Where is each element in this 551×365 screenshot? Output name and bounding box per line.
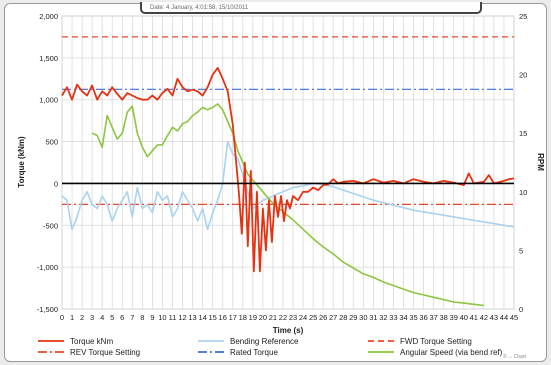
y2-axis-label: RPM xyxy=(536,153,545,171)
legend-label: Angular Speed (via bend ref) xyxy=(400,348,503,357)
y-tick-label: 500 xyxy=(45,138,58,147)
y-tick-label: 1,500 xyxy=(39,54,58,63)
watermark: © ... Chart xyxy=(503,354,526,360)
x-tick-label: 31 xyxy=(369,313,377,322)
x-tick-label: 5 xyxy=(110,313,114,322)
y2-tick-label: 10 xyxy=(519,188,527,197)
x-tick-label: 14 xyxy=(198,313,206,322)
legend: Torque kNm Bending Reference FWD Torque Se… xyxy=(38,337,503,357)
x-tick-label: 3 xyxy=(90,313,94,322)
x-tick-label: 17 xyxy=(229,313,237,322)
x-tick-label: 28 xyxy=(339,313,347,322)
x-tick-label: 39 xyxy=(450,313,458,322)
header-bar: Date: 4 January, 4:01:58, 15/10/2011 xyxy=(140,2,482,14)
y2-tick-label: 25 xyxy=(519,12,527,21)
y2-tick-label: 20 xyxy=(519,71,527,80)
x-tick-label: 26 xyxy=(319,313,327,322)
y2-tick-label: 15 xyxy=(519,129,527,138)
plot-area xyxy=(61,15,515,310)
legend-label: Torque kNm xyxy=(70,337,113,346)
x-axis-label: Time (s) xyxy=(273,326,304,335)
x-tick-label: 6 xyxy=(120,313,124,322)
y2-tick-label: 5 xyxy=(519,246,523,255)
x-tick-label: 27 xyxy=(329,313,337,322)
series-bending-reference xyxy=(61,140,515,231)
x-tick-label: 2 xyxy=(80,313,84,322)
x-tick-label: 19 xyxy=(249,313,257,322)
x-tick-label: 25 xyxy=(309,313,317,322)
x-tick-label: 44 xyxy=(500,313,508,322)
legend-label: Bending Reference xyxy=(230,337,299,346)
x-tick-label: 42 xyxy=(480,313,488,322)
x-tick-label: 0 xyxy=(60,313,64,322)
x-tick-label: 11 xyxy=(169,313,177,322)
x-tick-label: 4 xyxy=(100,313,104,322)
x-tick-label: 1 xyxy=(70,313,74,322)
x-tick-label: 21 xyxy=(269,313,277,322)
legend-label: FWD Torque Setting xyxy=(400,337,472,346)
x-tick-label: 24 xyxy=(299,313,307,322)
x-tick-label: 23 xyxy=(289,313,297,322)
x-tick-label: 35 xyxy=(409,313,417,322)
y-tick-label: 2,000 xyxy=(39,12,58,21)
y-tick-label: -1,000 xyxy=(37,263,58,272)
x-tick-label: 45 xyxy=(510,313,518,322)
y2-tick-label: 0 xyxy=(519,305,523,314)
x-tick-label: 36 xyxy=(419,313,427,322)
x-tick-label: 7 xyxy=(130,313,134,322)
x-tick-label: 8 xyxy=(140,313,144,322)
x-tick-label: 32 xyxy=(379,313,387,322)
x-tick-label: 34 xyxy=(399,313,407,322)
x-tick-label: 22 xyxy=(279,313,287,322)
x-tick-label: 29 xyxy=(349,313,357,322)
axes: 0 1 2 3 4 5 6 7 8 9 10 11 12 13 14 15 16 17 18 19 20 21 22 23 24… xyxy=(37,12,528,322)
y-axis-label: Torque (kNm) xyxy=(17,136,26,188)
y-tick-label: 1,000 xyxy=(39,96,58,105)
x-tick-label: 12 xyxy=(178,313,186,322)
x-tick-label: 18 xyxy=(239,313,247,322)
x-tick-label: 38 xyxy=(440,313,448,322)
x-tick-label: 30 xyxy=(359,313,367,322)
x-tick-label: 20 xyxy=(259,313,267,322)
legend-label: REV Torque Setting xyxy=(70,348,140,357)
x-tick-label: 10 xyxy=(158,313,166,322)
x-tick-label: 33 xyxy=(389,313,397,322)
x-tick-label: 13 xyxy=(188,313,196,322)
x-tick-label: 15 xyxy=(208,313,216,322)
x-tick-label: 16 xyxy=(219,313,227,322)
x-tick-label: 43 xyxy=(490,313,498,322)
x-tick-label: 9 xyxy=(150,313,154,322)
grid xyxy=(61,15,515,310)
y-tick-label: -500 xyxy=(43,221,58,230)
header-text: Date: 4 January, 4:01:58, 15/10/2011 xyxy=(150,5,249,11)
y-tick-label: -1,500 xyxy=(37,305,58,314)
legend-label: Rated Torque xyxy=(230,348,278,357)
x-tick-label: 40 xyxy=(460,313,468,322)
x-tick-label: 41 xyxy=(470,313,478,322)
x-tick-label: 37 xyxy=(429,313,437,322)
y-tick-label: 0 xyxy=(54,179,58,188)
